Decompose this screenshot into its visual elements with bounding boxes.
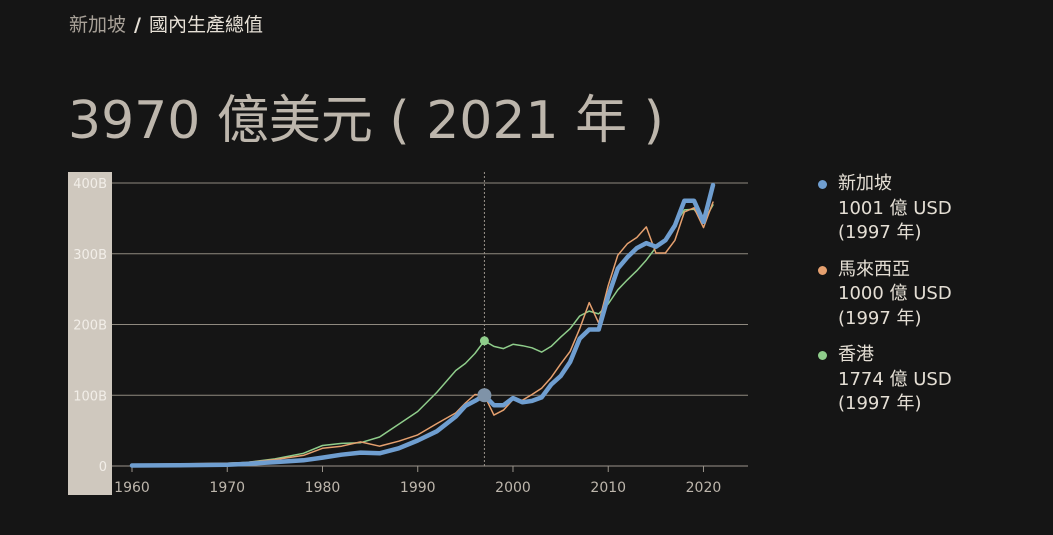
legend-dot-singapore: [818, 180, 827, 189]
legend-country: 新加坡: [838, 173, 892, 194]
y-tick-label: 300B: [73, 248, 107, 263]
y-axis-band: [68, 172, 112, 495]
legend-item-malaysia[interactable]: 馬來西亞 1000 億 USD (1997 年): [818, 258, 1018, 332]
headline-value: 3970 億美元 ( 2021 年 ): [68, 91, 664, 151]
legend-dot-hong-kong: [818, 351, 827, 360]
legend-item-hong-kong[interactable]: 香港 1774 億 USD (1997 年): [818, 343, 1018, 417]
breadcrumb-parent-link[interactable]: 新加坡: [69, 14, 127, 36]
x-tick-label: 2010: [590, 480, 626, 496]
x-tick-label: 2020: [686, 480, 722, 496]
breadcrumb-separator: /: [134, 14, 141, 36]
highlight-point-singapore[interactable]: [477, 388, 492, 403]
x-tick-label: 1970: [209, 480, 245, 496]
breadcrumb-current: 國內生產總值: [148, 14, 263, 36]
breadcrumb: 新加坡 / 國內生產總值: [69, 10, 263, 37]
legend-country: 馬來西亞: [838, 258, 910, 280]
series-line-hong-kong[interactable]: [131, 204, 714, 466]
x-tick-label: 2000: [495, 480, 531, 496]
x-tick-label: 1980: [305, 480, 341, 496]
legend-country: 香港: [838, 344, 874, 365]
y-tick-label: 400B: [73, 177, 107, 192]
legend-year: (1997 年): [838, 307, 922, 329]
legend-item-singapore[interactable]: 新加坡 1001 億 USD (1997 年): [818, 172, 1018, 246]
legend-dot-malaysia: [818, 265, 827, 275]
highlight-point-hong-kong[interactable]: [479, 336, 489, 346]
series-line-malaysia[interactable]: [131, 201, 714, 466]
y-tick-label: 0: [99, 460, 107, 475]
x-tick-label: 1990: [400, 480, 436, 496]
x-tick-label: 1960: [114, 480, 150, 496]
legend-value: 1774 億 USD: [838, 368, 952, 390]
legend-year: (1997 年): [838, 222, 922, 243]
legend-value: 1000 億 USD: [838, 283, 952, 304]
legend: 新加坡 1001 億 USD (1997 年) 馬來西亞 1000 億 USD …: [818, 172, 1018, 429]
y-tick-label: 200B: [73, 319, 107, 334]
series-line-singapore[interactable]: [129, 182, 716, 468]
legend-year: (1997 年): [838, 393, 922, 414]
legend-value: 1001 億 USD: [838, 197, 952, 219]
y-tick-label: 100B: [73, 389, 107, 404]
